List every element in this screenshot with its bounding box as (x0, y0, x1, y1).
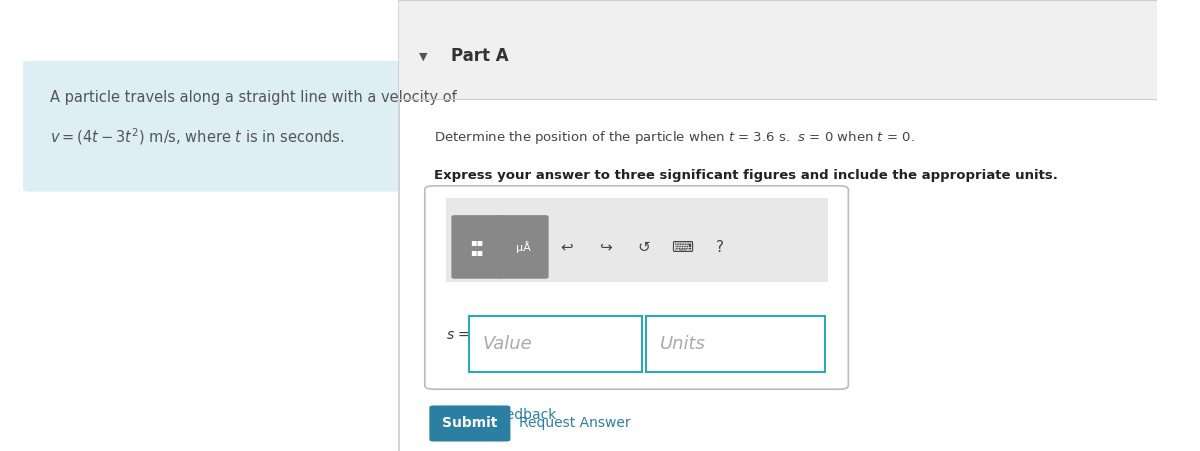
FancyBboxPatch shape (23, 61, 400, 192)
Text: ↩: ↩ (560, 239, 574, 255)
Text: Provide Feedback: Provide Feedback (434, 408, 557, 422)
Text: Express your answer to three significant figures and include the appropriate uni: Express your answer to three significant… (434, 170, 1058, 182)
Text: Value: Value (482, 335, 533, 353)
Text: ?: ? (716, 239, 724, 255)
Text: A particle travels along a straight line with a velocity of: A particle travels along a straight line… (49, 90, 456, 105)
Text: ↪: ↪ (599, 239, 612, 255)
Bar (400, 0, 1157, 99)
Text: $v = (4t - 3t^2)$ m/s, where $t$ is in seconds.: $v = (4t - 3t^2)$ m/s, where $t$ is in s… (49, 126, 344, 147)
Text: Submit: Submit (443, 416, 498, 431)
Text: ▼: ▼ (419, 51, 427, 61)
Text: ⌨: ⌨ (671, 239, 692, 255)
FancyBboxPatch shape (451, 215, 503, 279)
Bar (469, 316, 642, 372)
Text: ↺: ↺ (637, 239, 650, 255)
FancyBboxPatch shape (498, 215, 548, 279)
FancyBboxPatch shape (425, 186, 848, 389)
Text: μÅ: μÅ (516, 241, 530, 253)
Bar (445, 198, 828, 282)
Text: ▪▪
▪▪: ▪▪ ▪▪ (470, 237, 484, 257)
Text: Request Answer: Request Answer (518, 416, 630, 431)
Text: Part A: Part A (451, 47, 509, 65)
Text: $s$ =: $s$ = (445, 327, 469, 342)
Text: Determine the position of the particle when $t$ = 3.6 s.  $s$ = 0 when $t$ = 0.: Determine the position of the particle w… (434, 129, 914, 146)
FancyBboxPatch shape (430, 405, 510, 442)
Text: Units: Units (660, 335, 706, 353)
Bar (646, 316, 826, 372)
